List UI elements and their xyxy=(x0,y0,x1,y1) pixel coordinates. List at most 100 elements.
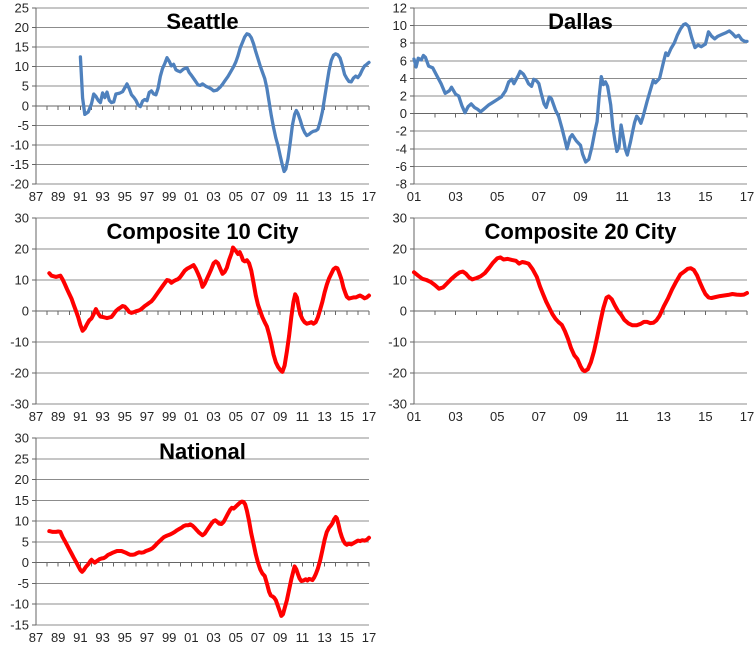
x-tick-label: 93 xyxy=(95,189,109,204)
chart-national: -15 -10 -5 0 5 10 15 20 25 30 87 89 91 93 95 97 99 01 03 05… xyxy=(0,430,378,651)
x-tick-label: 95 xyxy=(118,630,132,645)
x-tick-label: 17 xyxy=(362,630,376,645)
series-line-composite-20-city xyxy=(412,255,749,374)
y-tick-label: 4 xyxy=(400,71,407,86)
x-tick-label: 03 xyxy=(206,189,220,204)
x-tick-label: 87 xyxy=(29,630,43,645)
x-tick-label: 03 xyxy=(206,409,220,424)
y-tick-label: 10 xyxy=(15,273,29,288)
chart-title-composite-20-city: Composite 20 City xyxy=(485,219,678,244)
y-tick-label: -10 xyxy=(10,137,29,152)
y-tick-label: 30 xyxy=(15,431,29,446)
x-tick-label: 89 xyxy=(51,189,65,204)
y-tick-label: 10 xyxy=(393,18,407,33)
x-tick-label: 01 xyxy=(407,189,421,204)
x-tick-label: 09 xyxy=(273,630,287,645)
series-line-national xyxy=(47,499,371,618)
y-tick-label: -20 xyxy=(10,366,29,381)
y-tick-label: 10 xyxy=(393,273,407,288)
chart-title-seattle: Seattle xyxy=(166,9,238,34)
x-tick-label: 07 xyxy=(532,189,546,204)
x-tick-label: 97 xyxy=(140,409,154,424)
x-tick-label: 11 xyxy=(296,630,310,645)
y-tick-label: 5 xyxy=(22,534,29,549)
y-tick-label: -10 xyxy=(388,335,407,350)
x-tick-label: 11 xyxy=(296,409,310,424)
x-tick-label: 13 xyxy=(317,189,331,204)
y-tick-label: 0 xyxy=(400,304,407,319)
x-tick-label: 05 xyxy=(490,189,504,204)
x-tick-label: 13 xyxy=(317,630,331,645)
x-tick-label: 07 xyxy=(251,630,265,645)
x-tick-label: 01 xyxy=(407,409,421,424)
chart-composite-20-city: -30 -20 -10 0 10 20 30 01 03 05 07 09 11 13 15 17 Compos… xyxy=(378,210,756,430)
y-tick-label: -8 xyxy=(395,177,407,192)
x-tick-label: 97 xyxy=(140,189,154,204)
x-tick-label: 15 xyxy=(340,189,354,204)
y-tick-label: 8 xyxy=(400,36,407,51)
y-tick-label: 30 xyxy=(15,211,29,226)
x-tick-label: 15 xyxy=(340,409,354,424)
y-tick-label: -20 xyxy=(10,177,29,192)
x-tick-label: 09 xyxy=(273,409,287,424)
y-tick-label: -5 xyxy=(17,118,29,133)
x-tick-label: 91 xyxy=(73,189,87,204)
chart-seattle: -20 -15 -10 -5 0 5 10 15 20 25 87 89 91 93 95 97 99 01 03 0… xyxy=(0,0,378,210)
x-tick-label: 95 xyxy=(118,189,132,204)
y-tick-label: -30 xyxy=(388,397,407,412)
chart-svg-composite-20-city: -30 -20 -10 0 10 20 30 01 03 05 07 09 11 13 15 17 Compos… xyxy=(388,211,754,425)
x-tick-label: 97 xyxy=(140,630,154,645)
x-tick-label: 05 xyxy=(229,630,243,645)
chart-title-national: National xyxy=(159,439,246,464)
x-tick-label: 03 xyxy=(448,409,462,424)
y-tick-label: 15 xyxy=(15,40,29,55)
x-tick-label: 15 xyxy=(698,409,712,424)
x-tick-label: 13 xyxy=(657,189,671,204)
y-tick-label: 30 xyxy=(393,211,407,226)
chart-svg-composite-10-city: -30 -20 -10 0 10 20 30 87 89 91 93 95 97 99 01 03 05 07 09… xyxy=(10,211,376,425)
x-tick-label: 07 xyxy=(251,409,265,424)
y-tick-label: 10 xyxy=(15,514,29,529)
x-tick-label: 93 xyxy=(95,630,109,645)
x-tick-label: 11 xyxy=(615,409,629,424)
y-tick-label: -10 xyxy=(10,597,29,612)
x-tick-label: 03 xyxy=(206,630,220,645)
y-tick-label: 20 xyxy=(393,242,407,257)
y-tick-label: 0 xyxy=(400,106,407,121)
x-tick-label: 17 xyxy=(740,409,754,424)
y-tick-label: -10 xyxy=(10,335,29,350)
y-tick-label: 12 xyxy=(393,1,407,16)
y-tick-label: 20 xyxy=(15,472,29,487)
y-tick-label: -30 xyxy=(10,397,29,412)
chart-composite-10-city: -30 -20 -10 0 10 20 30 87 89 91 93 95 97 99 01 03 05 07 09… xyxy=(0,210,378,430)
x-tick-label: 89 xyxy=(51,409,65,424)
x-tick-label: 99 xyxy=(162,409,176,424)
series-line-seattle xyxy=(78,32,371,174)
x-tick-label: 15 xyxy=(698,189,712,204)
y-tick-label: -5 xyxy=(17,576,29,591)
x-tick-label: 15 xyxy=(340,630,354,645)
chart-dallas: -8 -6 -4 -2 0 2 4 6 8 10 12 01 03 05 07 09 11 13 15 17 Dalla… xyxy=(378,0,756,210)
x-tick-label: 05 xyxy=(490,409,504,424)
y-tick-label: 5 xyxy=(22,79,29,94)
x-tick-label: 05 xyxy=(229,409,243,424)
y-tick-label: 25 xyxy=(15,451,29,466)
y-tick-label: -15 xyxy=(10,157,29,172)
x-tick-label: 99 xyxy=(162,630,176,645)
y-tick-label: -6 xyxy=(395,159,407,174)
y-tick-label: 0 xyxy=(22,304,29,319)
y-tick-label: 20 xyxy=(15,20,29,35)
x-tick-label: 09 xyxy=(573,189,587,204)
x-tick-label: 17 xyxy=(362,409,376,424)
x-tick-label: 87 xyxy=(29,409,43,424)
x-tick-label: 03 xyxy=(448,189,462,204)
y-tick-label: -20 xyxy=(388,366,407,381)
x-tick-label: 11 xyxy=(296,189,310,204)
x-tick-label: 93 xyxy=(95,409,109,424)
chart-title-composite-10-city: Composite 10 City xyxy=(107,219,300,244)
chart-title-dallas: Dallas xyxy=(548,9,613,34)
x-tick-label: 09 xyxy=(273,189,287,204)
